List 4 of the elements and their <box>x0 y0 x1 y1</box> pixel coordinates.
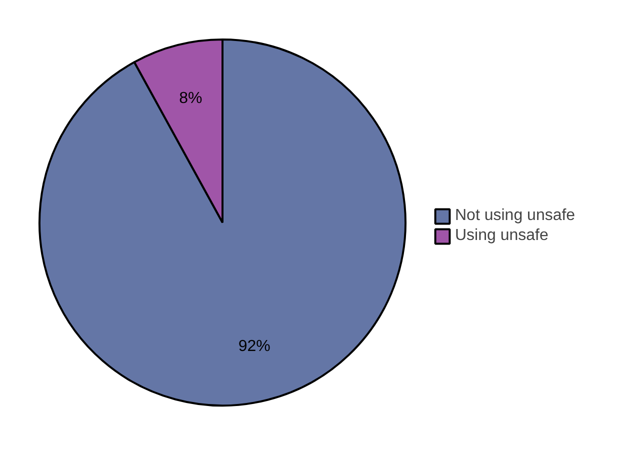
data-label: 8% <box>179 90 202 107</box>
legend-label: Using unsafe <box>455 227 548 245</box>
legend-label: Not using unsafe <box>455 207 576 225</box>
data-label: 92% <box>238 338 270 356</box>
